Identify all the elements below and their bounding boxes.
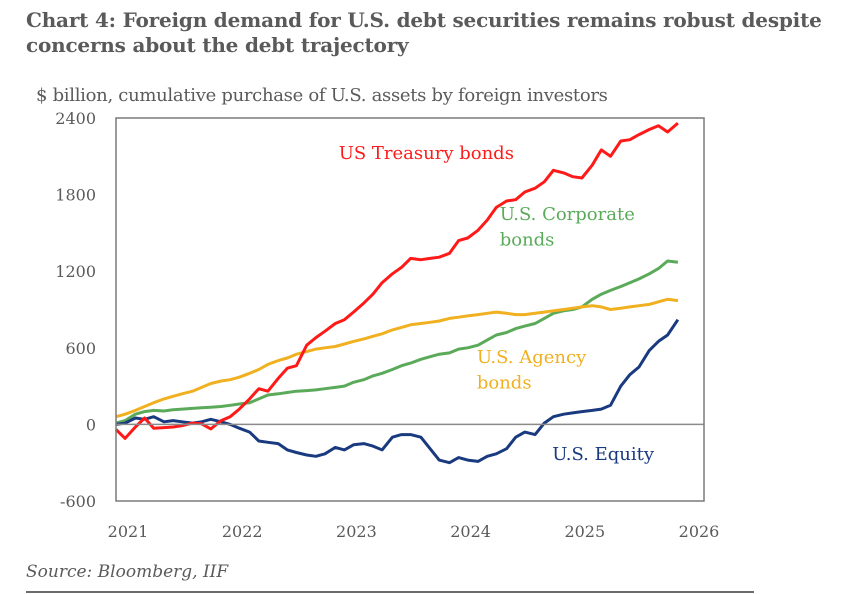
- series-label: U.S. Corporate: [500, 204, 635, 225]
- chart-subtitle: $ billion, cumulative purchase of U.S. a…: [36, 85, 608, 106]
- y-axis: 2400 1800 1200 600 0 -600: [55, 109, 96, 511]
- series-label: U.S. Agency: [477, 347, 587, 368]
- y-tick-label: 1800: [55, 186, 96, 205]
- series-line-u-s-equity: [115, 318, 680, 465]
- y-tick-label: 600: [65, 339, 96, 358]
- chart-source: Source: Bloomberg, IIF: [26, 562, 229, 582]
- series-line-u-s-agency-bonds: [115, 297, 679, 419]
- bottom-rule: [26, 591, 754, 593]
- chart-title: Chart 4: Foreign demand for U.S. debt se…: [26, 8, 822, 57]
- y-tick-label: 2400: [55, 109, 96, 128]
- x-tick-label: 2022: [222, 522, 263, 541]
- x-tick-label: 2021: [108, 522, 149, 541]
- y-tick-label: 0: [86, 415, 96, 434]
- series-layer: [114, 121, 680, 465]
- y-tick-label: -600: [60, 492, 96, 511]
- x-tick-label: 2024: [450, 522, 491, 541]
- series-line-u-s-corporate-bonds: [115, 259, 679, 425]
- x-tick-label: 2023: [336, 522, 377, 541]
- series-label: bonds: [500, 230, 555, 251]
- series-label: bonds: [477, 373, 532, 394]
- series-label: US Treasury bonds: [339, 143, 514, 164]
- x-tick-label: 2025: [564, 522, 605, 541]
- series-labels: US Treasury bonds U.S. Corporate bonds U.S.…: [339, 143, 655, 465]
- series-label: U.S. Equity: [552, 444, 655, 465]
- plot-frame: [115, 117, 705, 502]
- x-tick-label: 2026: [679, 522, 720, 541]
- series-line-us-treasury-bonds: [114, 121, 679, 440]
- y-tick-label: 1200: [55, 262, 96, 281]
- x-axis: 2021 2022 2023 2024 2025 2026: [108, 522, 720, 541]
